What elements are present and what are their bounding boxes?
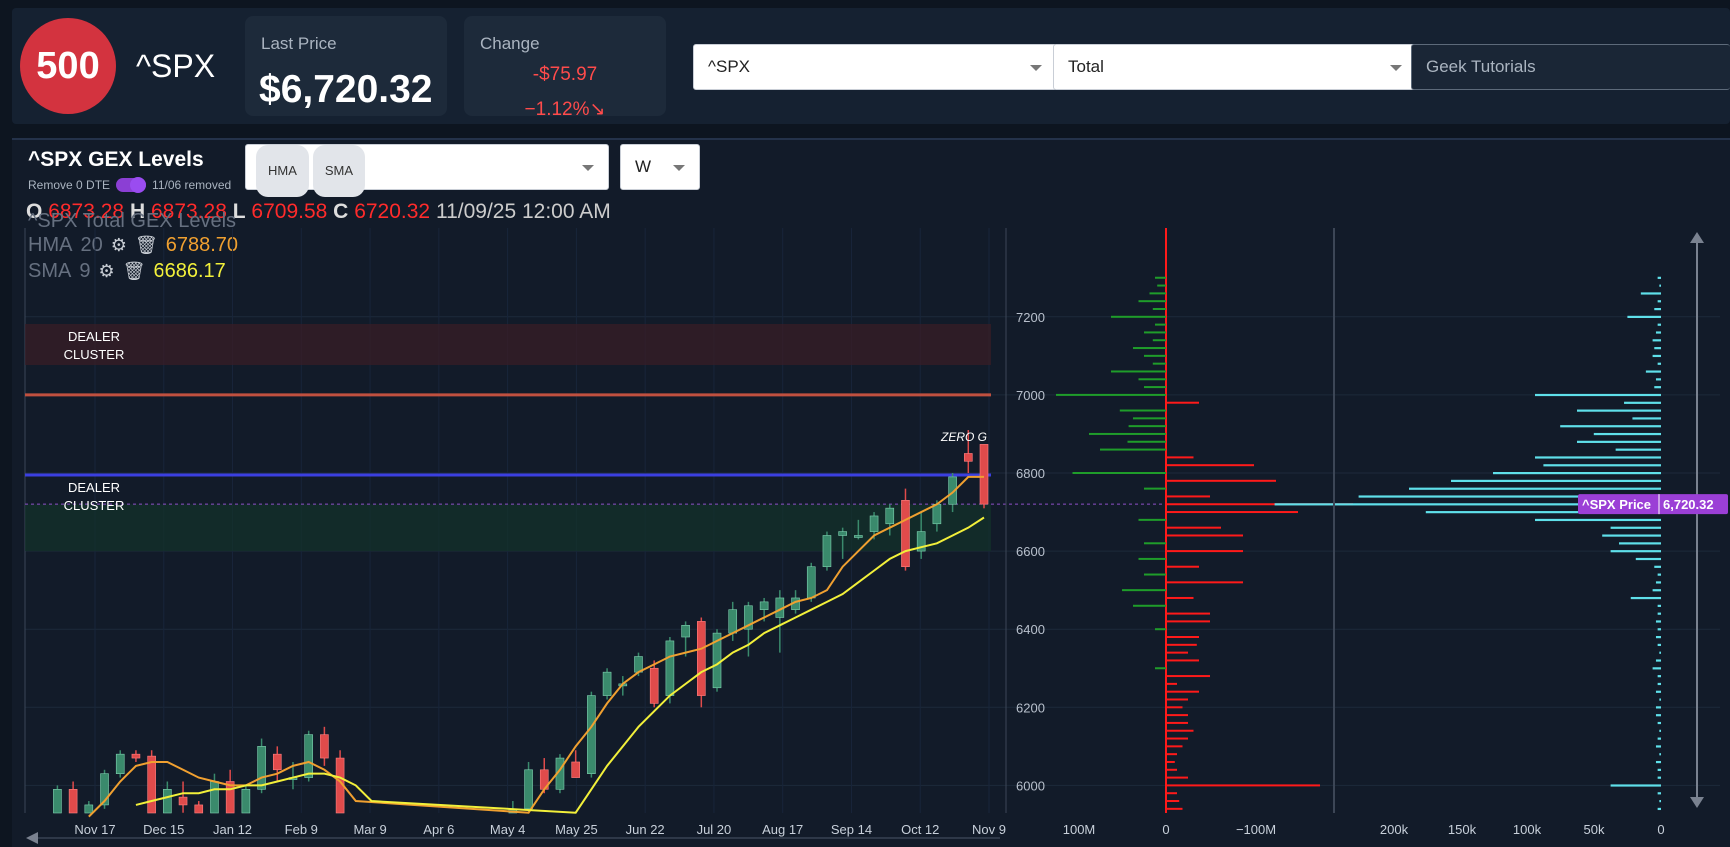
hma-legend: HMA 20 ⚙ 🗑 6788.70: [28, 234, 238, 257]
open-value: 6873.28: [48, 200, 125, 223]
trend-down-icon: ↘: [589, 99, 606, 120]
geek-tutorials-input[interactable]: Geek Tutorials: [1411, 44, 1730, 90]
chevron-down-icon: [1030, 65, 1042, 71]
open-label: O: [26, 200, 43, 223]
sma-label: SMA: [28, 260, 72, 282]
gex-levels-panel: ^SPX GEX Levels Remove 0 DTE 11/06 remov…: [12, 138, 1730, 847]
gear-icon[interactable]: ⚙: [110, 235, 127, 255]
chevron-down-icon: [1390, 65, 1402, 71]
change-percent: −1.12%: [524, 99, 590, 120]
trash-icon[interactable]: 🗑: [134, 235, 158, 255]
high-value: 6873.28: [150, 200, 227, 223]
indicator-pill-hma[interactable]: HMA: [256, 145, 309, 197]
remove-0dte-row: Remove 0 DTE 11/06 removed: [28, 177, 232, 193]
remove-0dte-toggle[interactable]: [116, 177, 147, 193]
remove-0dte-label: Remove 0 DTE: [28, 178, 111, 192]
gear-icon[interactable]: ⚙: [98, 261, 115, 281]
hma-value: 6788.70: [165, 234, 238, 256]
chevron-down-icon: [582, 165, 594, 171]
low-value: 6709.58: [251, 200, 328, 223]
top-bar: 500 ^SPX Last Price $6,720.32 Change -$7…: [12, 8, 1730, 124]
timeframe-value: W: [635, 157, 652, 176]
spx-500-logo: 500: [20, 18, 116, 114]
indicator-pill-sma[interactable]: SMA: [312, 145, 366, 197]
ohlc-readout: O 6873.28 H 6873.28 L 6709.58 C 6720.32 …: [26, 200, 611, 224]
change-card: Change -$75.97 −1.12%↘: [464, 16, 666, 120]
change-percent-row: −1.12%↘: [464, 98, 666, 121]
series-title-text: ^SPX Total GEX Levels: [28, 210, 237, 232]
hma-period: 20: [80, 234, 103, 256]
gex-type-select-value: Total: [1068, 57, 1104, 76]
close-value: 6720.32: [354, 200, 431, 223]
symbol-select-value: ^SPX: [708, 57, 750, 76]
last-price-value: $6,720.32: [259, 68, 433, 111]
chevron-down-icon: [673, 165, 685, 171]
panel-title: ^SPX GEX Levels: [28, 148, 204, 171]
change-absolute: -$75.97: [532, 64, 598, 85]
geek-tutorials-text: Geek Tutorials: [1426, 57, 1536, 76]
close-label: C: [333, 200, 349, 223]
last-price-label: Last Price: [261, 34, 337, 53]
timeframe-select[interactable]: W: [620, 144, 700, 190]
change-label: Change: [480, 34, 540, 53]
removed-date-label: 11/06 removed: [152, 178, 232, 192]
low-label: L: [232, 200, 246, 223]
sma-legend: SMA 9 ⚙ 🗑 6686.17: [28, 260, 226, 283]
last-price-card: Last Price $6,720.32: [245, 16, 447, 116]
indicator-select[interactable]: HMA SMA: [245, 144, 609, 197]
bar-datetime: 11/09/25 12:00 AM: [435, 200, 611, 223]
series-title: ^SPX Total GEX Levels: [28, 210, 236, 233]
hma-label: HMA: [28, 234, 73, 256]
trash-icon[interactable]: 🗑: [122, 261, 146, 281]
gex-type-select[interactable]: Total: [1053, 44, 1417, 90]
sma-period: 9: [79, 260, 91, 282]
high-label: H: [129, 200, 146, 223]
symbol-select[interactable]: ^SPX: [693, 44, 1057, 90]
sma-value: 6686.17: [153, 260, 226, 282]
ticker-symbol: ^SPX: [136, 48, 216, 84]
